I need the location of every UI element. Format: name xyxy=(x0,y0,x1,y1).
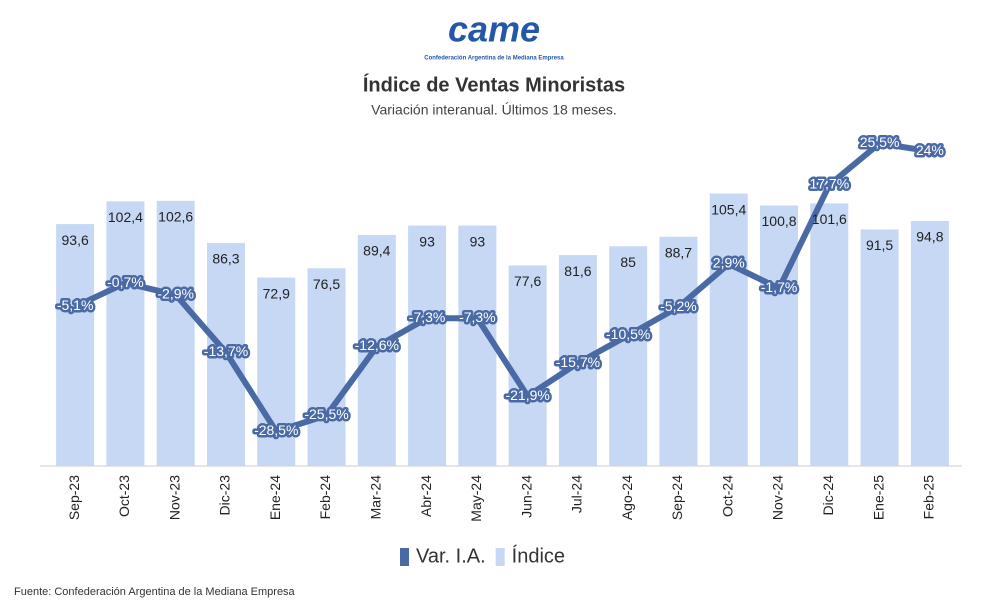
bar-value-label: 105,4 xyxy=(711,201,746,217)
x-tick-label: Sep-23 xyxy=(66,475,82,520)
bar xyxy=(458,225,497,466)
line-value-label: -0,7% xyxy=(107,274,144,290)
bar xyxy=(408,225,447,466)
bar-value-label: 88,7 xyxy=(665,244,692,260)
line-value-label: -5,2% xyxy=(660,298,697,314)
chart-subtitle: Variación interanual. Últimos 18 meses. xyxy=(371,102,617,118)
x-tick-label: Oct-23 xyxy=(116,475,132,517)
line-value-label: -13,7% xyxy=(204,343,248,359)
line xyxy=(73,140,931,435)
bar xyxy=(810,203,849,466)
bar-value-label: 89,4 xyxy=(363,243,390,259)
bar-value-label: 77,6 xyxy=(514,273,541,289)
bar-value-label: 100,8 xyxy=(762,213,797,229)
line-value-label: -5,1% xyxy=(57,297,94,313)
line-value-label: -15,7% xyxy=(556,354,600,370)
x-tick-label: Sep-24 xyxy=(669,475,685,520)
bar-value-label: 102,6 xyxy=(158,209,193,225)
x-tick-label: Ene-25 xyxy=(870,475,886,520)
logo: came xyxy=(448,9,540,50)
x-tick-label: Feb-24 xyxy=(317,475,333,520)
x-tick-label: May-24 xyxy=(468,475,484,522)
bar xyxy=(860,229,899,466)
line-value-label: 2,9% xyxy=(713,255,745,271)
bar xyxy=(307,268,346,466)
legend-label: Var. I.A. xyxy=(416,545,486,567)
logo-caption: Confederación Argentina de la Mediana Em… xyxy=(424,56,564,62)
bar-value-label: 93,6 xyxy=(62,232,89,248)
legend-swatch xyxy=(495,548,505,566)
bar xyxy=(508,265,547,466)
bar xyxy=(156,200,195,466)
x-tick-label: Dic-23 xyxy=(217,475,233,516)
bar-value-label: 91,5 xyxy=(866,237,893,253)
bar-value-label: 93 xyxy=(470,233,486,249)
line-value-label: -21,9% xyxy=(505,387,549,403)
bar-value-label: 101,6 xyxy=(812,211,847,227)
bar-value-label: 94,8 xyxy=(916,229,943,245)
bar-value-label: 76,5 xyxy=(313,276,340,292)
bar-value-label: 72,9 xyxy=(263,285,290,301)
x-tick-label: Nov-24 xyxy=(770,475,786,520)
line-value-label: -10,5% xyxy=(606,326,650,342)
line-value-label: -12,6% xyxy=(355,337,399,353)
x-tick-label: Jul-24 xyxy=(569,475,585,513)
line-value-label: -2,9% xyxy=(157,286,194,302)
bar xyxy=(257,277,296,466)
bar xyxy=(56,224,95,466)
line-value-label: -7,3% xyxy=(459,309,496,325)
bar xyxy=(609,246,648,466)
bar-value-label: 102,4 xyxy=(108,209,143,225)
line-value-label: -1,7% xyxy=(761,279,798,295)
line-value-label: -7,3% xyxy=(409,309,446,325)
x-tick-label: Dic-24 xyxy=(820,475,836,516)
chart-title: Índice de Ventas Minoristas xyxy=(363,73,625,96)
line-value-label: 17,7% xyxy=(809,176,849,192)
x-tick-label: Oct-24 xyxy=(719,475,735,517)
bar xyxy=(709,193,748,466)
x-tick-label: Jun-24 xyxy=(518,475,534,518)
legend-swatch xyxy=(400,548,409,566)
line-value-label: 25,5% xyxy=(860,134,900,150)
bar-value-label: 81,6 xyxy=(564,263,591,279)
source: Fuente: Confederación Argentina de la Me… xyxy=(14,586,296,598)
x-tick-label: Mar-24 xyxy=(368,475,384,520)
x-tick-label: Nov-23 xyxy=(166,475,182,520)
line-value-label: -28,5% xyxy=(254,422,298,438)
x-tick-label: Ago-24 xyxy=(619,475,635,520)
bar xyxy=(910,220,949,466)
x-tick-label: Ene-24 xyxy=(267,475,283,520)
bar xyxy=(760,205,799,466)
line-value-label: 24% xyxy=(916,142,944,158)
bar-value-label: 86,3 xyxy=(212,251,239,267)
bar-value-label: 93 xyxy=(419,233,435,249)
legend-label: Índice xyxy=(512,544,565,567)
bar xyxy=(659,236,698,466)
x-tick-label: Feb-25 xyxy=(921,475,937,520)
bar-value-label: 85 xyxy=(620,254,636,270)
line-value-label: -25,5% xyxy=(304,406,348,422)
bar xyxy=(106,201,145,466)
x-tick-label: Abr-24 xyxy=(418,475,434,517)
